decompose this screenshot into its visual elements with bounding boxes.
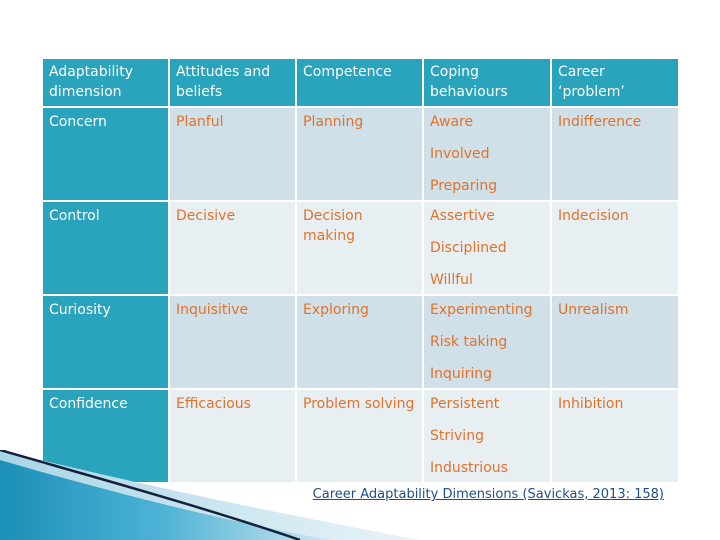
coping-item: Risk taking — [430, 334, 508, 350]
cell-career-problem: Indifference — [550, 106, 680, 202]
cell-career-problem: Indecision — [550, 200, 680, 296]
swoosh-dark-line — [0, 450, 301, 540]
cell-career-problem: Unrealism — [550, 294, 680, 390]
row-dimension: Control — [41, 200, 170, 296]
adaptability-table: Adaptability dimension Attitudes and bel… — [41, 57, 680, 484]
cell-career-problem: Inhibition — [550, 388, 680, 484]
coping-item: Assertive — [430, 208, 495, 224]
cell-competence: Exploring — [295, 294, 424, 390]
cell-attitudes: Planful — [168, 106, 297, 202]
table-row-concern: Concern Planful Planning Aware Involved … — [41, 106, 680, 202]
cell-competence: Planning — [295, 106, 424, 202]
cell-coping: Assertive Disciplined Willful — [422, 200, 552, 296]
decorative-swoosh — [0, 450, 420, 540]
cell-attitudes: Efficacious — [168, 388, 297, 484]
cell-competence: Problem solving — [295, 388, 424, 484]
coping-item: Involved — [430, 146, 490, 162]
header-coping-behaviours: Coping behaviours — [422, 57, 552, 108]
table-header-row: Adaptability dimension Attitudes and bel… — [41, 57, 680, 108]
header-attitudes-beliefs: Attitudes and beliefs — [168, 57, 297, 108]
cell-attitudes: Inquisitive — [168, 294, 297, 390]
row-dimension: Curiosity — [41, 294, 170, 390]
swoosh-blue-band — [0, 460, 330, 540]
cell-coping: Experimenting Risk taking Inquiring — [422, 294, 552, 390]
coping-item: Preparing — [430, 178, 498, 194]
coping-item: Persistent — [430, 396, 500, 412]
coping-item: Striving — [430, 428, 484, 444]
coping-item: Experimenting — [430, 302, 533, 318]
header-adaptability-dimension: Adaptability dimension — [41, 57, 170, 108]
coping-item: Inquiring — [430, 366, 493, 382]
table-caption-link[interactable]: Career Adaptability Dimensions (Savickas… — [312, 487, 664, 502]
cell-competence: Decision making — [295, 200, 424, 296]
cell-coping: Aware Involved Preparing — [422, 106, 552, 202]
header-career-problem: Career ‘problem’ — [550, 57, 680, 108]
coping-item: Industrious — [430, 460, 508, 476]
row-dimension: Concern — [41, 106, 170, 202]
coping-item: Disciplined — [430, 240, 507, 256]
coping-item: Willful — [430, 272, 473, 288]
table-row-control: Control Decisive Decision making Asserti… — [41, 200, 680, 296]
table-row-curiosity: Curiosity Inquisitive Exploring Experime… — [41, 294, 680, 390]
header-competence: Competence — [295, 57, 424, 108]
cell-attitudes: Decisive — [168, 200, 297, 296]
coping-item: Aware — [430, 114, 474, 130]
adaptability-table-container: Adaptability dimension Attitudes and bel… — [41, 57, 680, 484]
cell-coping: Persistent Striving Industrious — [422, 388, 552, 484]
